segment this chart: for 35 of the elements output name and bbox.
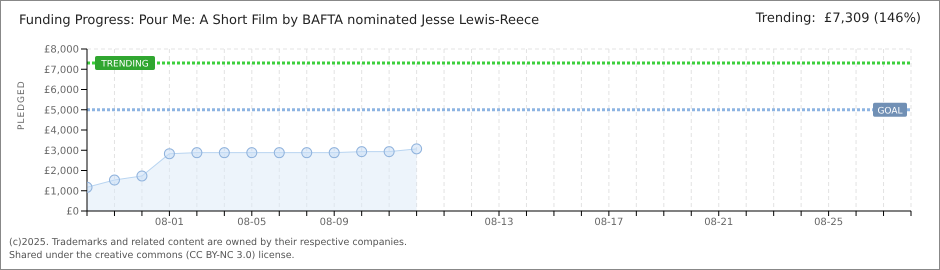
- y-tick-label: £3,000: [44, 146, 79, 157]
- point: [191, 147, 202, 158]
- point: [328, 147, 340, 158]
- y-tick-label: £4,000: [44, 126, 79, 137]
- x-tick-label: 08-09: [320, 217, 349, 228]
- point: [136, 170, 148, 182]
- y-tick-label: £2,000: [44, 166, 79, 178]
- point: [301, 147, 312, 158]
- point: [411, 143, 422, 154]
- point: [356, 146, 368, 158]
- point: [218, 147, 230, 158]
- y-tick-label: £5,000: [44, 105, 79, 116]
- text: Shared under the creative commons (CC BY-NC 3.0) license.: [9, 250, 295, 261]
- y-tick-label: £8,000: [44, 44, 79, 56]
- x-tick-label: 08-05: [237, 217, 266, 228]
- point: [246, 147, 258, 158]
- point: [108, 174, 120, 186]
- y-tick-label: £0: [66, 206, 79, 218]
- ref-line-label: GOAL: [877, 106, 903, 116]
- y-axis-title: PLEDGED: [17, 80, 28, 130]
- x-tick-label: 08-17: [594, 217, 624, 228]
- ref-line-label: TRENDING: [100, 59, 149, 70]
- chart-title: Funding Progress: Pour Me: A Short Film by BAFTA nominated Jesse Lewis-Reece: [19, 13, 540, 28]
- point: [384, 146, 395, 158]
- y-tick-label: £6,000: [44, 85, 79, 96]
- point: [274, 147, 285, 158]
- chart-subtitle: Trending: £7,309 (146%): [756, 11, 921, 26]
- x-tick-label: 08-21: [704, 217, 734, 228]
- x-tick-label: 08-01: [154, 217, 184, 228]
- x-tick-label: 08-25: [814, 217, 844, 228]
- y-tick-label: £7,000: [44, 64, 79, 76]
- x-tick-label: 08-13: [484, 217, 514, 228]
- y-tick-label: £1,000: [44, 186, 79, 198]
- text: (c)2025. Trademarks and related content are owned by their respective companies.: [9, 237, 407, 248]
- point: [164, 148, 175, 160]
